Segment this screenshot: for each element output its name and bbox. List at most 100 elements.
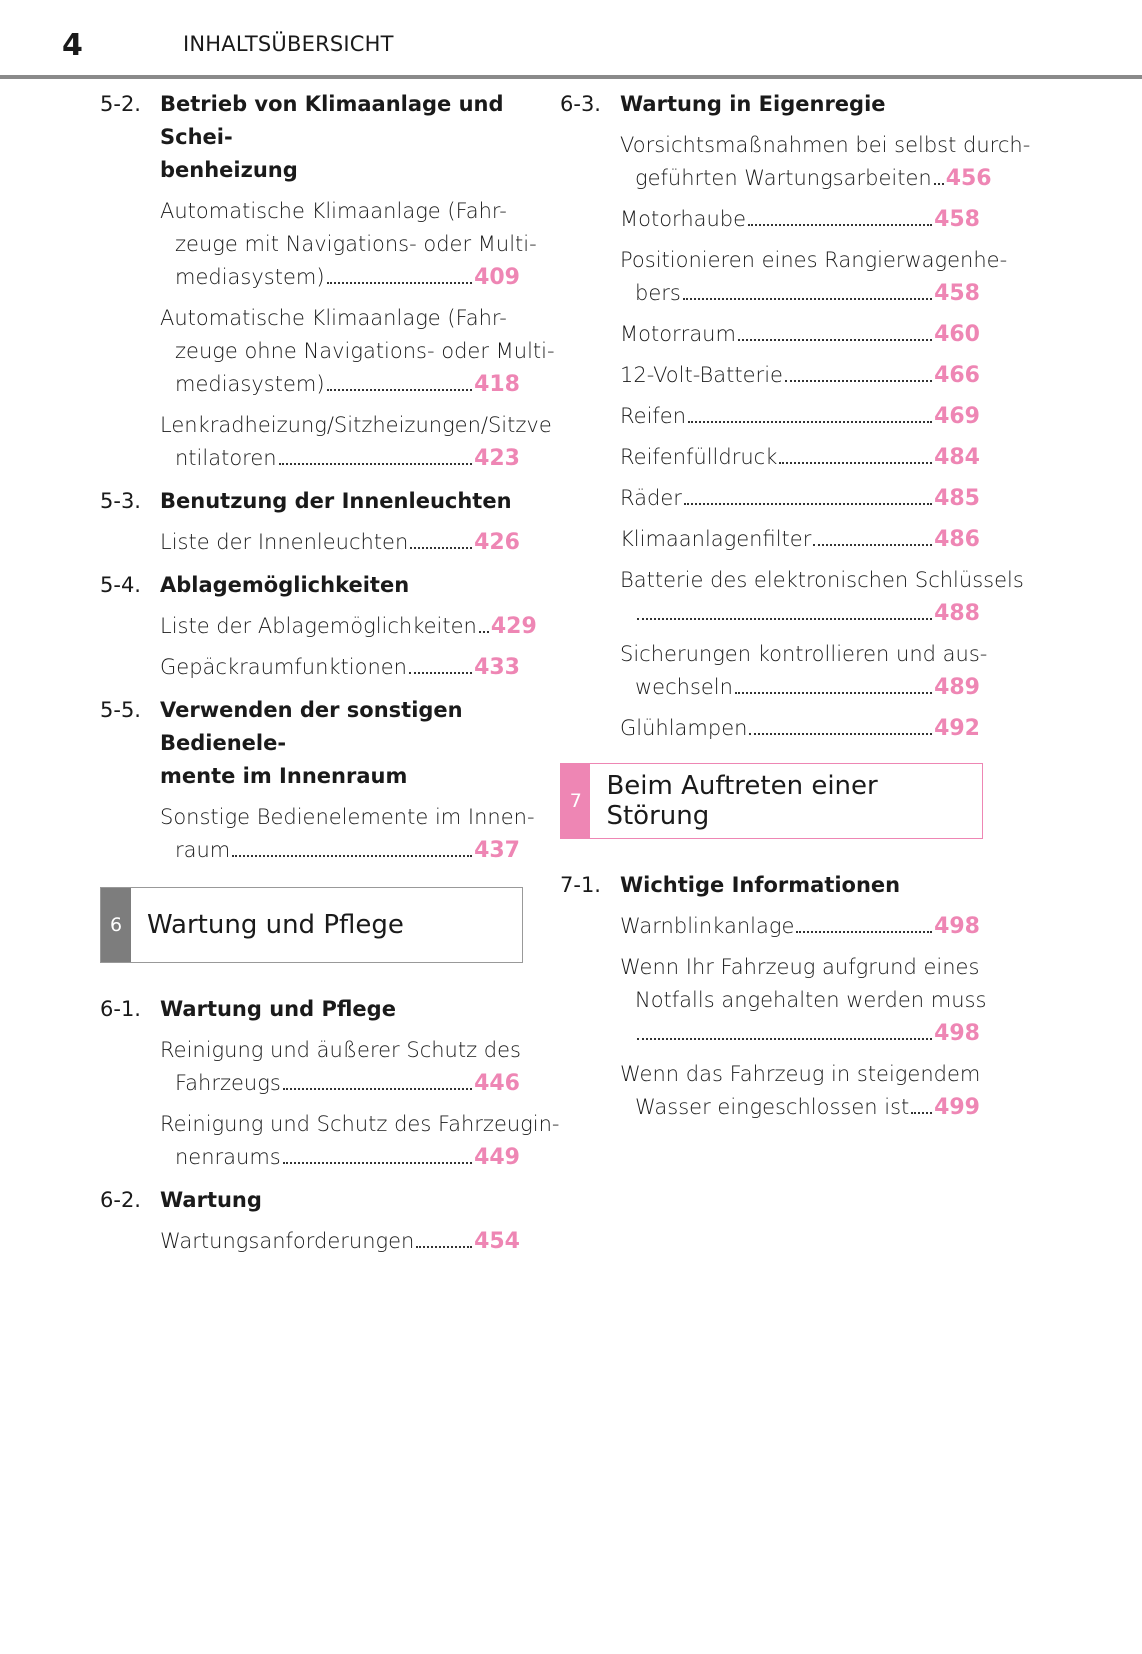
dot-leader <box>682 298 933 300</box>
page-link[interactable]: 418 <box>474 372 520 397</box>
page-link[interactable]: 449 <box>474 1145 520 1170</box>
page-link[interactable]: 454 <box>474 1229 520 1254</box>
entry-text: Wartungsanforderungen <box>160 1229 415 1253</box>
section-heading[interactable]: 5-2. Betrieb von Klimaanlage und Schei-be… <box>100 88 520 187</box>
page-link[interactable]: 458 <box>934 281 980 306</box>
toc-entry[interactable]: Motorraum 460 <box>620 318 980 351</box>
dot-leader <box>688 421 933 423</box>
page-link[interactable]: 498 <box>934 1021 980 1046</box>
toc-entry[interactable]: Reinigung und äußerer Schutz des Fahrzeug… <box>160 1034 521 1100</box>
page-link[interactable]: 429 <box>490 614 537 639</box>
toc-entry[interactable]: Reifenfülldruck 484 <box>620 441 980 474</box>
toc-entry[interactable]: Motorhaube 458 <box>620 203 980 236</box>
page-link[interactable]: 423 <box>474 446 520 471</box>
page-link[interactable]: 498 <box>934 914 980 939</box>
page-link[interactable]: 446 <box>474 1071 520 1096</box>
dot-leader <box>326 389 473 391</box>
toc-entry[interactable]: Reifen 469 <box>620 400 980 433</box>
section-number: 6-2. <box>100 1188 141 1212</box>
toc-entry[interactable]: Glühlampen 492 <box>620 712 980 745</box>
toc-entry[interactable]: 12-Volt-Batterie 466 <box>620 359 980 392</box>
page-link[interactable]: 433 <box>474 655 520 680</box>
dot-leader <box>748 224 933 226</box>
toc-entry[interactable]: Sicherungen kontrollieren und aus-wechse… <box>620 638 988 704</box>
toc-entry[interactable]: Wenn Ihr Fahrzeug aufgrund eines Notfalls… <box>620 951 987 1050</box>
page-link[interactable]: 409 <box>474 265 520 290</box>
page-link[interactable]: 460 <box>934 322 980 347</box>
entry-text: Liste der Innenleuchten <box>160 530 409 554</box>
entry-text: Ablagemöglichkeiten <box>160 573 410 597</box>
entry-line: Notfalls angehalten werden muss <box>635 988 987 1012</box>
entry-line: Reifen 469 <box>620 400 980 433</box>
dot-leader <box>737 339 933 341</box>
section-heading[interactable]: 6-3. Wartung in Eigenregie <box>560 88 980 121</box>
chapter-title: Wartung und Pflege <box>147 910 404 940</box>
page-link[interactable]: 489 <box>934 675 980 700</box>
entry-line: Klimaanlagenfilter 486 <box>620 523 980 556</box>
section-heading[interactable]: 5-5. Verwenden der sonstigen Bedienele-me… <box>100 694 520 793</box>
toc-entry[interactable]: Gepäckraumfunktionen 433 <box>160 651 520 684</box>
entry-line: bers 458 <box>620 277 980 310</box>
toc-entry[interactable]: Wenn das Fahrzeug in steigendem Wasser ei… <box>620 1058 980 1124</box>
toc-entry[interactable]: Liste der Ablagemöglichkeiten 429 <box>160 610 537 643</box>
entry-line: Batterie des elektronischen Schlüssels <box>620 568 1024 592</box>
entry-line: 488 <box>620 597 980 630</box>
toc-entry[interactable]: Reinigung und Schutz des Fahrzeugin-nenr… <box>160 1108 560 1174</box>
page-link[interactable]: 456 <box>945 166 992 191</box>
page-link[interactable]: 492 <box>934 716 980 741</box>
section-number: 6-3. <box>560 92 601 116</box>
section-heading[interactable]: 7-1. Wichtige Informationen <box>560 869 980 902</box>
page-link[interactable]: 484 <box>934 445 980 470</box>
toc-entry[interactable]: Lenkradheizung/Sitzheizungen/Sitzve ntila… <box>160 409 552 475</box>
page-link[interactable]: 499 <box>934 1095 980 1120</box>
toc-entry[interactable]: Automatische Klimaanlage (Fahr-zeuge ohn… <box>160 302 555 401</box>
page-link[interactable]: 488 <box>934 601 980 626</box>
toc-entry[interactable]: Warnblinkanlage 498 <box>620 910 980 943</box>
chapter-6-banner[interactable]: 6 Wartung und Pflege <box>100 887 523 963</box>
section-heading[interactable]: 5-4. Ablagemöglichkeiten <box>100 569 520 602</box>
entry-line: zeuge mit Navigations- oder Multi- <box>175 232 537 256</box>
dot-leader <box>282 1162 473 1164</box>
chapter-7-banner[interactable]: 7 Beim Auftreten einer Störung <box>560 763 983 839</box>
page-link[interactable]: 458 <box>934 207 980 232</box>
toc-entry[interactable]: Klimaanlagenfilter 486 <box>620 523 980 556</box>
section-heading[interactable]: 6-2. Wartung <box>100 1184 520 1217</box>
page-link[interactable]: 486 <box>934 527 980 552</box>
page-link[interactable]: 466 <box>934 363 980 388</box>
entry-line: mediasystem) 409 <box>160 261 520 294</box>
entry-line: Automatische Klimaanlage (Fahr- <box>160 199 507 223</box>
page-link[interactable]: 469 <box>934 404 980 429</box>
entry-text: mediasystem) <box>175 372 325 396</box>
section-heading[interactable]: 6-1. Wartung und Pflege <box>100 993 520 1026</box>
dot-leader <box>683 503 933 505</box>
toc-entry[interactable]: Vorsichtsmaßnahmen bei selbst durch-gefü… <box>620 129 1030 195</box>
entry-text: Reifenfülldruck <box>620 445 778 469</box>
toc-entry[interactable]: Positionieren eines Rangierwagenhe-bers 4… <box>620 244 1007 310</box>
toc-entry[interactable]: Batterie des elektronischen Schlüssels 48… <box>620 564 1024 630</box>
entry-text: Warnblinkanlage <box>620 914 795 938</box>
dot-leader <box>416 1246 473 1248</box>
entry-line: Sicherungen kontrollieren und aus- <box>620 642 988 666</box>
page-link[interactable]: 426 <box>474 530 520 555</box>
entry-line: ntilatoren 423 <box>160 442 520 475</box>
toc-entry[interactable]: Liste der Innenleuchten 426 <box>160 526 520 559</box>
dot-leader <box>637 1038 933 1040</box>
dot-leader <box>784 380 933 382</box>
entry-line: Sonstige Bedienelemente im Innen- <box>160 805 535 829</box>
toc-entry[interactable]: Wartungsanforderungen 454 <box>160 1225 520 1258</box>
page-header-title: INHALTSÜBERSICHT <box>183 32 394 56</box>
toc-entry[interactable]: Räder 485 <box>620 482 980 515</box>
entry-text: Motorraum <box>620 322 736 346</box>
section-heading[interactable]: 5-3. Benutzung der Innenleuchten <box>100 485 520 518</box>
dot-leader <box>232 855 473 857</box>
page-link[interactable]: 485 <box>934 486 980 511</box>
entry-text: Gepäckraumfunktionen <box>160 655 407 679</box>
right-column: 6-3. Wartung in Eigenregie Vorsichtsmaßna… <box>560 78 1030 1124</box>
toc-entry[interactable]: Automatische Klimaanlage (Fahr-zeuge mit… <box>160 195 537 294</box>
entry-line: Wenn Ihr Fahrzeug aufgrund eines <box>620 955 980 979</box>
entry-line: Wenn das Fahrzeug in steigendem <box>620 1062 981 1086</box>
entry-line: Reinigung und Schutz des Fahrzeugin- <box>160 1112 560 1136</box>
toc-entry[interactable]: Sonstige Bedienelemente im Innen-raum 437 <box>160 801 535 867</box>
page-link[interactable]: 437 <box>474 838 520 863</box>
dot-leader <box>278 463 473 465</box>
